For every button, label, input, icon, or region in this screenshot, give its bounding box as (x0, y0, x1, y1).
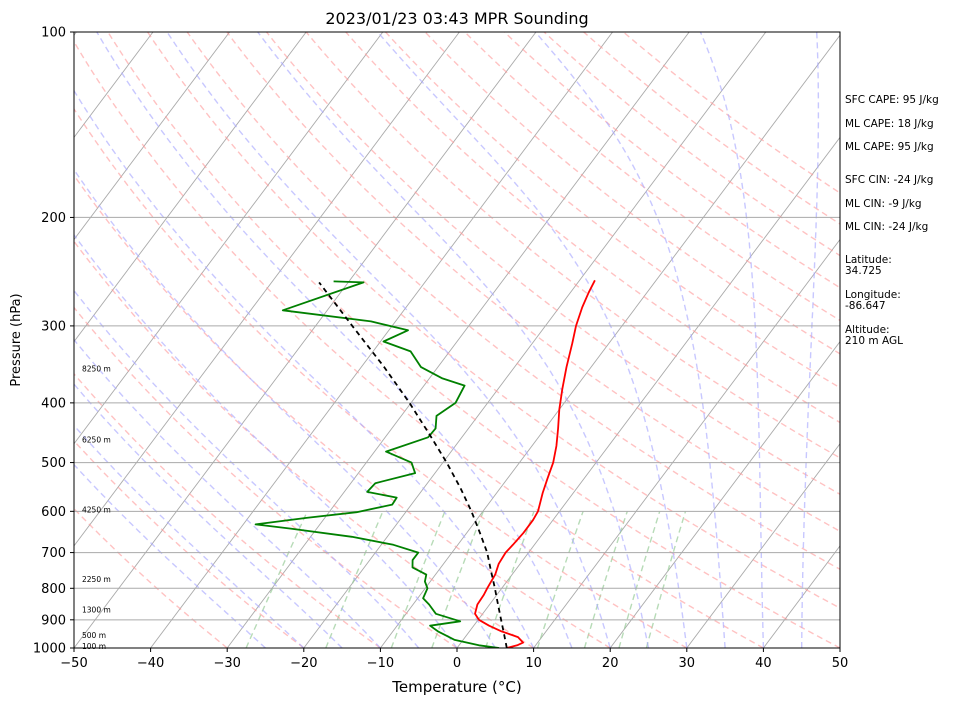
isotherm-line (0, 32, 459, 648)
isotherm-line (380, 32, 842, 648)
ml-cape-label: ML CAPE: 18 J/kg (845, 119, 934, 130)
ml-cape-label-2: ML CAPE: 95 J/kg (845, 142, 934, 153)
x-tick-label: 20 (602, 656, 619, 671)
x-tick-label: −20 (290, 656, 317, 671)
height-label: 100 m (82, 642, 106, 651)
x-tick-label: −30 (213, 656, 240, 671)
dry-adiabat (148, 32, 917, 648)
x-tick-label: −40 (137, 656, 164, 671)
moist-adiabat (0, 32, 266, 648)
moist-adiabat (802, 32, 819, 648)
isotherm-line (151, 32, 613, 648)
y-tick-label: 400 (41, 396, 66, 411)
chart-title: 2023/01/23 03:43 MPR Sounding (325, 9, 588, 28)
mixing-ratio-line (432, 511, 484, 648)
y-tick-label: 300 (41, 319, 66, 334)
y-tick-label: 600 (41, 505, 66, 520)
height-label: 2250 m (82, 575, 111, 584)
moist-adiabat (378, 32, 687, 648)
y-tick-label: 100 (41, 26, 66, 41)
dewpoint-line (256, 281, 500, 648)
y-tick-label: 900 (41, 613, 66, 628)
sfc-cape-label: SFC CAPE: 95 J/kg (845, 95, 939, 106)
x-tick-label: −50 (60, 656, 87, 671)
x-tick-label: 40 (755, 656, 772, 671)
y-tick-label: 800 (41, 582, 66, 597)
sfc-cin-label: SFC CIN: -24 J/kg (845, 175, 933, 186)
mixing-ratio-line (585, 511, 628, 648)
height-label: 4250 m (82, 506, 111, 515)
height-label: 1300 m (82, 606, 111, 615)
y-tick-label: 500 (41, 456, 66, 471)
x-tick-label: 30 (679, 656, 696, 671)
longitude-label: Longitude: -86.647 (845, 290, 901, 312)
height-label: 500 m (82, 631, 106, 640)
mixing-ratio-line (619, 511, 660, 648)
y-axis-label: Pressure (hPa) (9, 293, 24, 386)
x-axis-label: Temperature (°C) (391, 678, 521, 696)
x-tick-label: 50 (832, 656, 849, 671)
y-tick-label: 700 (41, 546, 66, 561)
altitude-label: Altitude: 210 m AGL (845, 325, 903, 347)
x-tick-label: 10 (525, 656, 542, 671)
ml-cin-label-2: ML CIN: -24 J/kg (845, 222, 928, 233)
y-tick-label: 200 (41, 211, 66, 226)
latitude-label: Latitude: 34.725 (845, 255, 892, 277)
moist-adiabat (258, 32, 649, 648)
mixing-ratio-line (391, 511, 445, 648)
isotherm-line (74, 32, 536, 648)
isotherm-line (304, 32, 766, 648)
x-tick-label: −10 (367, 656, 394, 671)
y-tick-label: 1000 (33, 642, 66, 657)
x-tick-label: 0 (453, 656, 461, 671)
plot-frame (74, 32, 840, 648)
ml-cin-label: ML CIN: -9 J/kg (845, 199, 922, 210)
height-label: 8250 m (82, 365, 111, 374)
moist-adiabat (700, 32, 763, 648)
height-label: 6250 m (82, 436, 111, 445)
isotherm-line (227, 32, 689, 648)
